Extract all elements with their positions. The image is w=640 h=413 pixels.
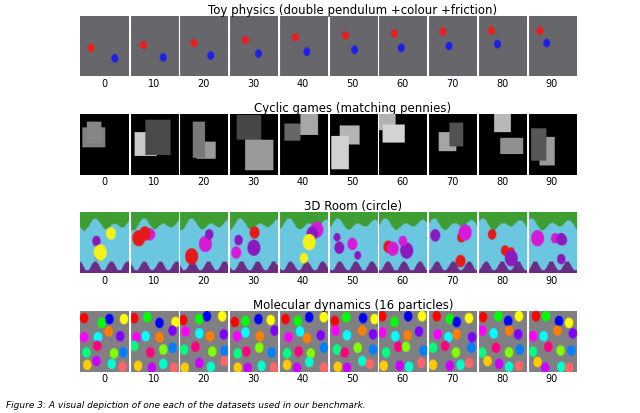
X-axis label: 90: 90 <box>546 275 558 285</box>
X-axis label: 40: 40 <box>297 78 309 88</box>
X-axis label: 50: 50 <box>347 78 359 88</box>
X-axis label: 50: 50 <box>347 373 359 383</box>
X-axis label: 30: 30 <box>247 275 259 285</box>
X-axis label: 90: 90 <box>546 177 558 187</box>
X-axis label: 10: 10 <box>148 275 160 285</box>
X-axis label: 30: 30 <box>247 177 259 187</box>
X-axis label: 70: 70 <box>446 275 458 285</box>
X-axis label: 40: 40 <box>297 177 309 187</box>
X-axis label: 80: 80 <box>496 373 508 383</box>
X-axis label: 70: 70 <box>446 373 458 383</box>
X-axis label: 10: 10 <box>148 373 160 383</box>
X-axis label: 90: 90 <box>546 373 558 383</box>
X-axis label: 60: 60 <box>397 177 409 187</box>
X-axis label: 20: 20 <box>198 373 210 383</box>
X-axis label: 10: 10 <box>148 177 160 187</box>
X-axis label: 10: 10 <box>148 78 160 88</box>
Title: Toy physics (double pendulum +colour +friction): Toy physics (double pendulum +colour +fr… <box>208 4 497 17</box>
X-axis label: 80: 80 <box>496 177 508 187</box>
Title: 3D Room (circle): 3D Room (circle) <box>304 200 402 213</box>
X-axis label: 0: 0 <box>101 373 108 383</box>
X-axis label: 70: 70 <box>446 78 458 88</box>
X-axis label: 0: 0 <box>101 177 108 187</box>
X-axis label: 40: 40 <box>297 373 309 383</box>
X-axis label: 80: 80 <box>496 275 508 285</box>
X-axis label: 0: 0 <box>101 78 108 88</box>
X-axis label: 20: 20 <box>198 78 210 88</box>
X-axis label: 60: 60 <box>397 275 409 285</box>
X-axis label: 50: 50 <box>347 177 359 187</box>
X-axis label: 90: 90 <box>546 78 558 88</box>
X-axis label: 30: 30 <box>247 78 259 88</box>
X-axis label: 20: 20 <box>198 275 210 285</box>
Title: Cyclic games (matching pennies): Cyclic games (matching pennies) <box>254 102 451 115</box>
X-axis label: 30: 30 <box>247 373 259 383</box>
X-axis label: 50: 50 <box>347 275 359 285</box>
X-axis label: 60: 60 <box>397 78 409 88</box>
X-axis label: 60: 60 <box>397 373 409 383</box>
X-axis label: 20: 20 <box>198 177 210 187</box>
Text: Figure 3: A visual depiction of one each of the datasets used in our benchmark.: Figure 3: A visual depiction of one each… <box>6 400 366 409</box>
X-axis label: 70: 70 <box>446 177 458 187</box>
X-axis label: 40: 40 <box>297 275 309 285</box>
Title: Molecular dynamics (16 particles): Molecular dynamics (16 particles) <box>253 298 453 311</box>
X-axis label: 0: 0 <box>101 275 108 285</box>
X-axis label: 80: 80 <box>496 78 508 88</box>
